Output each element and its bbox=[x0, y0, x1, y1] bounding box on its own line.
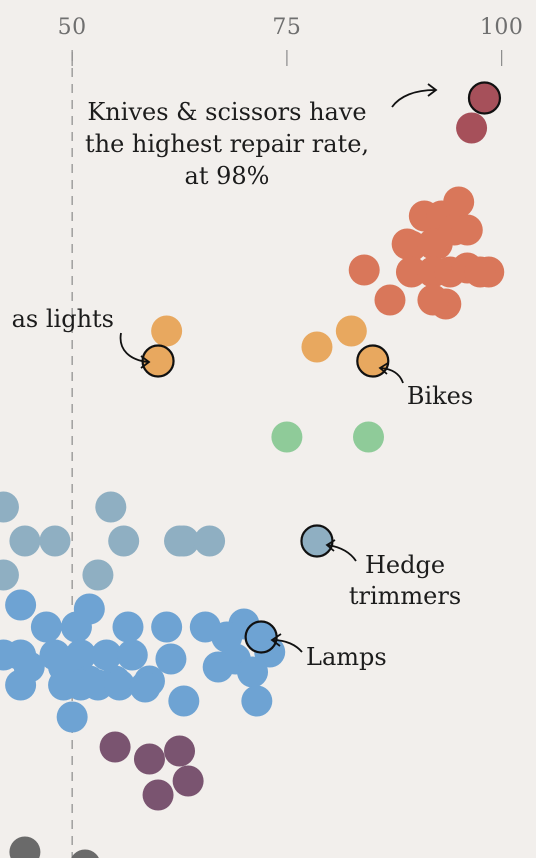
data-point bbox=[464, 256, 496, 288]
data-point bbox=[112, 611, 144, 643]
highlighted-data-point bbox=[244, 620, 278, 654]
data-point bbox=[417, 284, 449, 316]
data-point bbox=[202, 651, 234, 683]
data-point bbox=[172, 765, 204, 797]
lamps-arrow bbox=[272, 639, 303, 653]
lamps-arrowhead bbox=[270, 633, 282, 647]
x-tick-label: 75 bbox=[272, 15, 301, 40]
data-point bbox=[129, 671, 161, 703]
data-point bbox=[151, 611, 183, 643]
lights-arrowhead bbox=[140, 355, 151, 369]
data-point bbox=[241, 685, 273, 717]
data-point bbox=[451, 214, 483, 246]
data-point bbox=[395, 256, 427, 288]
data-point bbox=[164, 525, 196, 557]
data-point bbox=[60, 611, 92, 643]
annotation-line: Knives & scissors have bbox=[87, 98, 366, 126]
annotation-line: the highest repair rate, bbox=[85, 130, 369, 158]
annotations: Knives & scissors have the highest repair… bbox=[12, 98, 474, 671]
data-point bbox=[39, 525, 71, 557]
data-point bbox=[99, 731, 131, 763]
data-point bbox=[9, 836, 41, 858]
lights-arrow bbox=[119, 332, 149, 363]
highlighted-data-point bbox=[300, 524, 334, 558]
data-point bbox=[0, 491, 19, 523]
data-point bbox=[71, 849, 99, 858]
hedge-arrow bbox=[327, 544, 357, 562]
data-point bbox=[133, 743, 165, 775]
data-point bbox=[271, 421, 303, 453]
annotation-lamps: Lamps bbox=[306, 643, 387, 671]
data-point bbox=[443, 186, 475, 218]
x-tick-label: 50 bbox=[58, 15, 87, 40]
annotation-line: Lamps bbox=[306, 643, 387, 671]
hedge-arrowhead bbox=[325, 539, 336, 552]
data-point bbox=[456, 112, 488, 144]
data-point bbox=[5, 589, 37, 621]
data-point bbox=[164, 735, 196, 767]
data-point bbox=[353, 421, 384, 453]
data-point bbox=[108, 525, 140, 557]
x-tick-label: 100 bbox=[480, 15, 524, 40]
data-point bbox=[237, 656, 269, 688]
data-point bbox=[91, 639, 123, 671]
data-point bbox=[348, 254, 380, 286]
highlighted-data-point bbox=[467, 81, 502, 115]
annotation-line: Bikes bbox=[407, 382, 473, 410]
annotation-hedge-trimmers: Hedge trimmers bbox=[349, 551, 461, 610]
annotation-line: trimmers bbox=[349, 582, 461, 610]
data-point bbox=[417, 228, 449, 260]
annotation-lights: as lights bbox=[12, 305, 114, 333]
annotation-line: at 98% bbox=[185, 162, 270, 190]
data-point bbox=[82, 669, 114, 701]
data-point bbox=[82, 559, 114, 591]
x-axis-ticks: 50 75 100 bbox=[58, 15, 524, 66]
data-point bbox=[0, 559, 19, 591]
annotation-bikes: Bikes bbox=[407, 382, 473, 410]
data-point bbox=[301, 331, 333, 363]
data-point bbox=[151, 315, 183, 347]
annotation-line: as lights bbox=[12, 305, 114, 333]
knives-arrow bbox=[391, 89, 436, 108]
scatter-points bbox=[0, 81, 505, 858]
data-point bbox=[116, 639, 148, 671]
knives-arrowhead bbox=[427, 83, 438, 97]
annotation-knives: Knives & scissors have the highest repair… bbox=[85, 98, 369, 190]
bikes-arrow bbox=[380, 367, 404, 384]
data-point bbox=[335, 315, 367, 347]
data-point bbox=[103, 669, 135, 701]
data-point bbox=[155, 643, 187, 675]
bikes-arrowhead bbox=[378, 362, 389, 375]
data-point bbox=[56, 701, 88, 733]
data-point bbox=[30, 611, 62, 643]
data-point bbox=[168, 685, 200, 717]
data-point bbox=[391, 228, 423, 260]
annotation-arrows bbox=[119, 83, 438, 653]
data-point bbox=[5, 669, 37, 701]
data-point bbox=[194, 525, 226, 557]
data-point bbox=[9, 525, 41, 557]
annotation-line: Hedge bbox=[365, 551, 445, 579]
data-point bbox=[95, 491, 127, 523]
data-point bbox=[142, 779, 174, 811]
data-point bbox=[374, 284, 406, 316]
